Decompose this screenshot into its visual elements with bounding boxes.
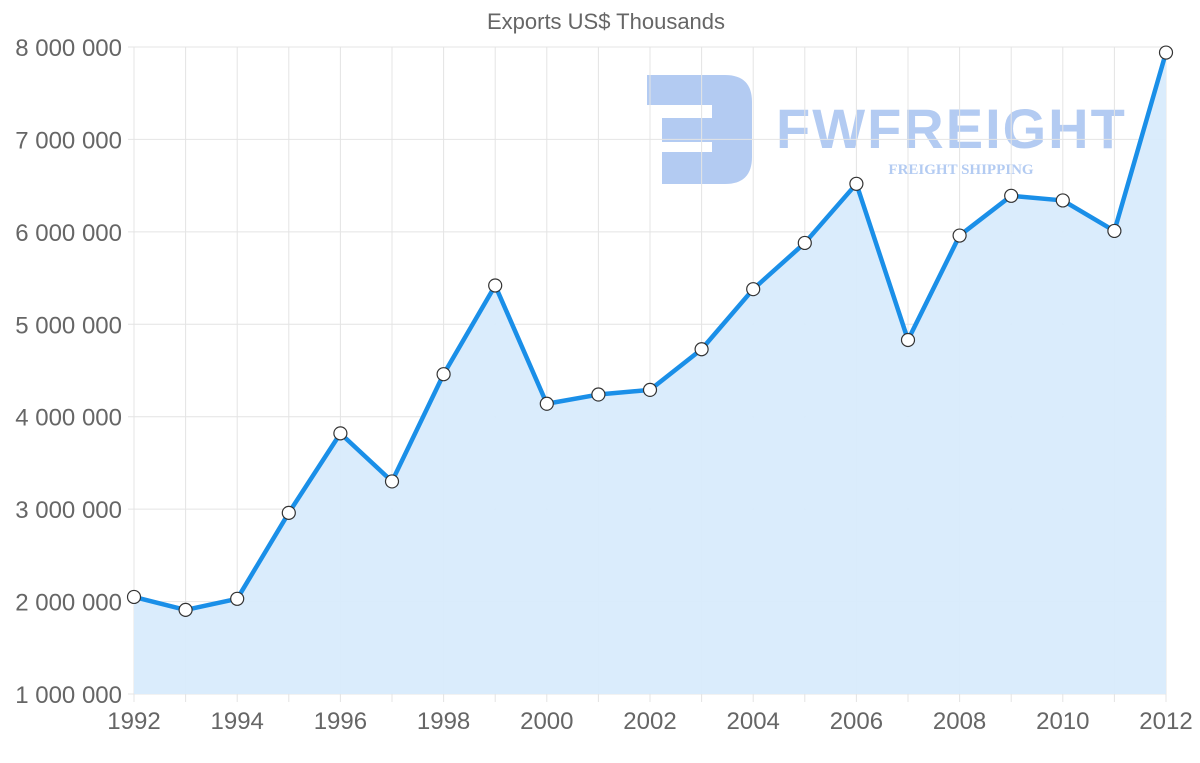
data-point-1996[interactable]	[333, 426, 348, 441]
data-point-2004[interactable]	[746, 282, 761, 297]
x-tick-label: 1994	[211, 708, 264, 735]
x-tick-label: 2006	[830, 708, 883, 735]
area-fill	[134, 52, 1166, 694]
x-tick-label: 1996	[314, 708, 367, 735]
y-tick-label: 7 000 000	[15, 127, 122, 154]
y-tick-label: 3 000 000	[15, 497, 122, 524]
y-tick-label: 6 000 000	[15, 220, 122, 247]
x-tick-label: 2004	[727, 708, 780, 735]
data-point-2012[interactable]	[1158, 45, 1174, 60]
y-tick-label: 2 000 000	[15, 590, 122, 617]
data-points	[126, 45, 1174, 617]
data-point-1997[interactable]	[384, 474, 400, 489]
y-tick-label: 4 000 000	[15, 405, 122, 432]
watermark-brand: FWFREIGHT	[776, 97, 1127, 160]
chart-title: Exports US$ Thousands	[487, 9, 725, 34]
data-point-2011[interactable]	[1107, 223, 1122, 239]
data-point-1992[interactable]	[126, 589, 142, 605]
data-point-2000[interactable]	[539, 396, 554, 411]
data-point-2006[interactable]	[849, 176, 864, 191]
fwfreight-logo-icon	[647, 75, 752, 184]
data-point-1998[interactable]	[436, 367, 451, 382]
data-point-2005[interactable]	[797, 235, 812, 251]
data-point-2002[interactable]	[642, 382, 658, 398]
x-tick-label: 1998	[417, 708, 470, 735]
y-tick-label: 8 000 000	[15, 35, 122, 62]
data-point-2001[interactable]	[591, 387, 606, 402]
x-tick-label: 2000	[520, 708, 573, 735]
y-tick-label: 5 000 000	[15, 312, 122, 339]
data-point-1993[interactable]	[178, 602, 193, 617]
y-tick-label: 1 000 000	[15, 682, 122, 709]
data-point-2008[interactable]	[952, 228, 967, 243]
data-point-2003[interactable]	[694, 342, 709, 357]
x-tick-label: 2010	[1036, 708, 1089, 735]
data-point-2009[interactable]	[1004, 188, 1019, 203]
x-tick-label: 2002	[623, 708, 676, 735]
x-tick-label: 2012	[1139, 708, 1192, 735]
y-axis-ticks: 1 000 000 2 000 000 3 000 000 4 000 000 5 00…	[15, 35, 122, 709]
watermark-tagline: FREIGHT SHIPPING	[888, 162, 1033, 178]
fwfreight-watermark: FWFREIGHT FREIGHT SHIPPING	[647, 75, 1127, 184]
data-point-1994[interactable]	[230, 591, 245, 606]
data-point-2007[interactable]	[900, 332, 916, 348]
data-point-1995[interactable]	[281, 505, 296, 520]
data-point-2010[interactable]	[1055, 193, 1070, 208]
data-point-1999[interactable]	[488, 278, 503, 293]
x-tick-label: 2008	[933, 708, 986, 735]
x-axis-ticks: 1992 1994 1996 1998 2000 2002 2004 2006 2008 2010…	[107, 708, 1192, 735]
x-tick-label: 1992	[107, 708, 160, 735]
